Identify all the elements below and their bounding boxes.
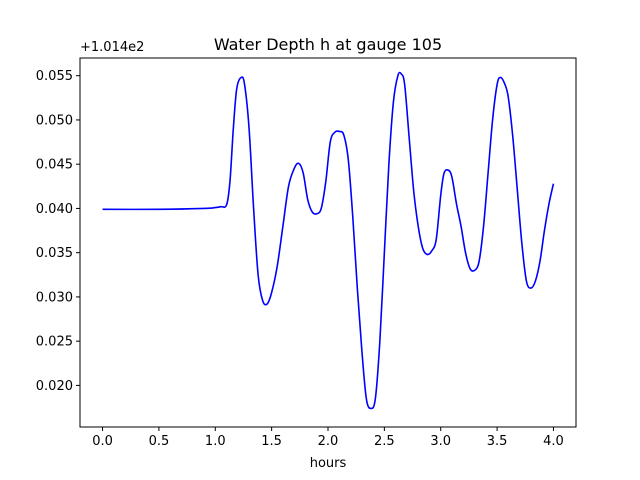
series-group <box>102 71 555 410</box>
plot-frame <box>79 57 577 428</box>
y-tick-label: 0.050 <box>36 113 73 128</box>
y-offset-text: +1.014e2 <box>80 40 144 55</box>
y-tick-label: 0.020 <box>36 379 73 394</box>
y-tick-label: 0.055 <box>36 69 73 84</box>
chart-title: Water Depth h at gauge 105 <box>214 35 442 54</box>
y-tick-label: 0.040 <box>36 202 73 217</box>
x-axis-ticks: 0.0 0.5 1.0 1.5 2.0 2.5 3.0 3.5 4.0 <box>92 427 564 449</box>
x-tick-label: 1.5 <box>261 434 282 449</box>
y-tick-label: 0.030 <box>36 290 73 305</box>
y-tick-label: 0.035 <box>36 246 73 261</box>
x-tick-label: 0.0 <box>92 434 113 449</box>
x-tick-label: 1.0 <box>205 434 226 449</box>
y-axis-ticks: 0.020 0.025 0.030 0.035 0.040 0.045 0.050 0.055 <box>36 69 80 394</box>
y-tick-label: 0.045 <box>36 158 73 173</box>
y-tick-label: 0.025 <box>36 335 73 350</box>
x-tick-label: 0.5 <box>149 434 170 449</box>
x-tick-label: 3.0 <box>430 434 451 449</box>
plot-area <box>80 58 576 427</box>
x-tick-label: 2.0 <box>318 434 339 449</box>
series-line <box>102 71 555 410</box>
x-tick-label: 2.5 <box>374 434 395 449</box>
x-tick-label: 3.5 <box>487 434 508 449</box>
x-tick-label: 4.0 <box>543 434 564 449</box>
x-axis-label: hours <box>310 456 347 471</box>
